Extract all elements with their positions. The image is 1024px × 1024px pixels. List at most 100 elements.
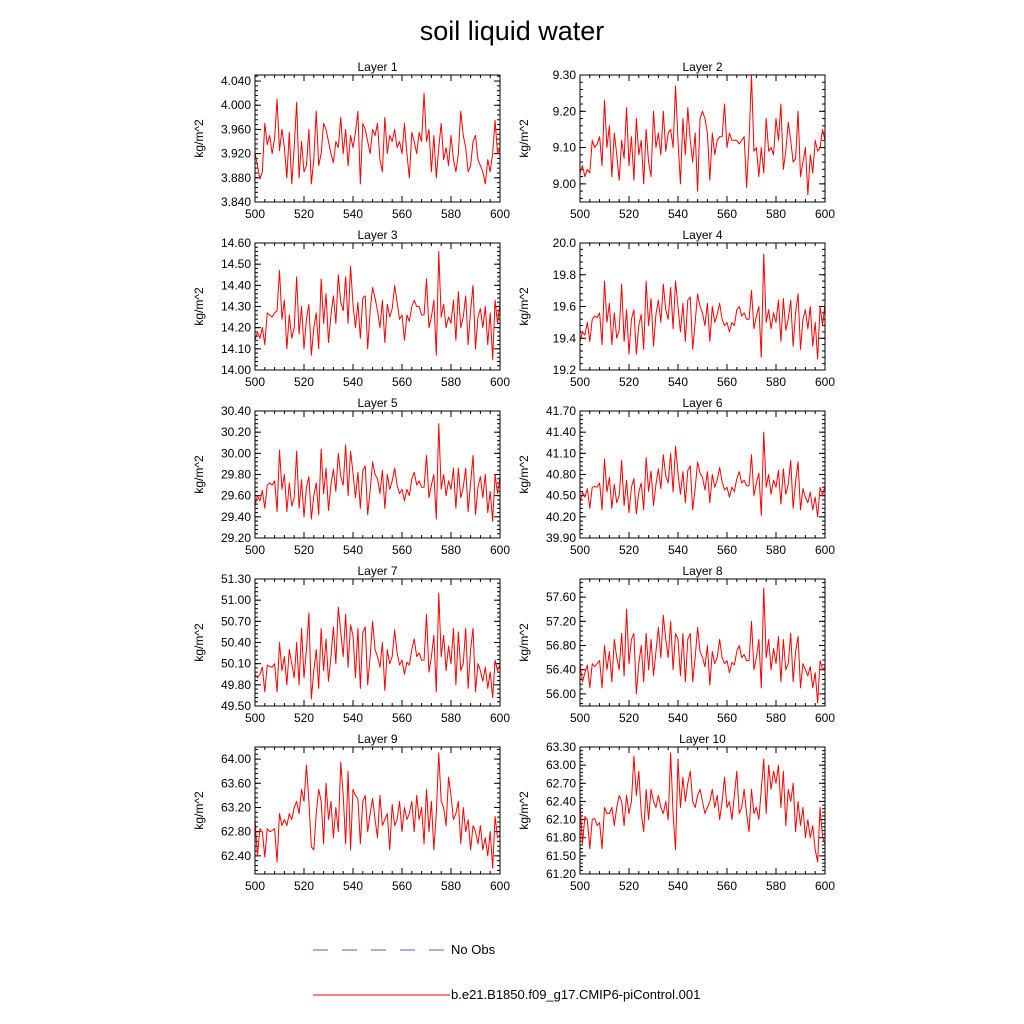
layer-3-x-tick-label: 520 [294, 375, 314, 389]
layer-5-plot-frame [254, 410, 501, 539]
layer-6-x-tick-label: 540 [668, 543, 688, 557]
layer-5-ylabel: kg/m^2 [192, 455, 206, 494]
layer-8-x-tick-label: 600 [815, 711, 835, 725]
layer-4-x-tick-label: 540 [668, 375, 688, 389]
layer-1-y-tick-label: 3.840 [221, 195, 251, 209]
layer-8-x-tick-label: 500 [570, 711, 590, 725]
layer-7-panel: Layer 7 kg/m^2 500 520 540 560 580 600 49.50 49.8… [192, 564, 510, 725]
layer-5-x-tick-label: 600 [490, 543, 510, 557]
layer-5-y-tick-label: 29.40 [221, 510, 251, 524]
layer-2-x-tick-label: 540 [668, 207, 688, 221]
layer-1-x-tick-label: 520 [294, 207, 314, 221]
layer-1-series-line [254, 92, 501, 185]
layer-4-x-tick-label: 560 [717, 375, 737, 389]
layer-2-ylabel: kg/m^2 [517, 119, 531, 158]
layer-4-y-tick-label: 20.0 [553, 236, 577, 250]
layer-10-plot-frame [579, 746, 826, 875]
layer-6-plot-frame [579, 410, 826, 539]
layer-10-ylabel: kg/m^2 [517, 791, 531, 830]
layer-10-y-tick-label: 63.00 [546, 758, 576, 772]
layer-6-y-tick-label: 40.80 [546, 468, 576, 482]
layer-8-title: Layer 8 [682, 564, 722, 578]
layer-10-x-tick-label: 560 [717, 879, 737, 893]
layer-2-panel: Layer 2 kg/m^2 500 520 540 560 580 600 9.00 9.10 9… [517, 60, 835, 221]
layer-8-y-tick-label: 57.60 [546, 590, 576, 604]
layer-10-y-tick-label: 61.80 [546, 831, 576, 845]
layer-9-x-tick-label: 520 [294, 879, 314, 893]
layer-5-series-line [254, 423, 501, 522]
layer-10-x-tick-label: 580 [766, 879, 786, 893]
layer-7-y-tick-label: 51.30 [221, 572, 251, 586]
layer-7-y-tick-label: 50.70 [221, 614, 251, 628]
layer-3-panel: Layer 3 kg/m^2 500 520 540 560 580 600 14.00 14.1… [192, 228, 510, 389]
layer-7-title: Layer 7 [357, 564, 397, 578]
layer-1-x-tick-label: 580 [441, 207, 461, 221]
layer-5-x-tick-label: 540 [343, 543, 363, 557]
layer-10-y-tick-label: 61.20 [546, 867, 576, 881]
layer-2-x-tick-label: 520 [619, 207, 639, 221]
layer-7-y-tick-label: 51.00 [221, 593, 251, 607]
layer-7-y-tick-label: 50.10 [221, 657, 251, 671]
layer-1-y-tick-label: 3.960 [221, 122, 251, 136]
layer-5-y-tick-label: 30.00 [221, 446, 251, 460]
layer-4-y-tick-label: 19.8 [553, 268, 577, 282]
layer-3-x-tick-label: 600 [490, 375, 510, 389]
layer-3-y-tick-label: 14.30 [221, 300, 251, 314]
layer-9-y-tick-label: 63.20 [221, 800, 251, 814]
layer-3-y-tick-label: 14.40 [221, 278, 251, 292]
layer-8-panel: Layer 8 kg/m^2 500 520 540 560 580 600 56.00 56.4… [517, 564, 835, 725]
layer-3-plot-frame [254, 242, 501, 371]
layer-7-series-line [254, 592, 501, 700]
layer-4-y-tick-label: 19.4 [553, 331, 577, 345]
layer-10-y-tick-label: 62.40 [546, 794, 576, 808]
layer-3-series-line [254, 250, 501, 360]
layer-2-x-tick-label: 580 [766, 207, 786, 221]
layer-6-y-tick-label: 41.10 [546, 446, 576, 460]
layer-10-title: Layer 10 [679, 732, 726, 746]
layer-5-panel: Layer 5 kg/m^2 500 520 540 560 580 600 29.20 29.4… [192, 396, 510, 557]
layer-5-x-tick-label: 520 [294, 543, 314, 557]
layer-4-title: Layer 4 [682, 228, 722, 242]
layer-2-y-tick-label: 9.20 [553, 104, 577, 118]
layer-6-x-tick-label: 520 [619, 543, 639, 557]
layer-9-x-tick-label: 560 [392, 879, 412, 893]
layer-6-y-tick-label: 39.90 [546, 531, 576, 545]
layer-1-x-tick-label: 500 [245, 207, 265, 221]
layer-2-title: Layer 2 [682, 60, 722, 74]
layer-1-panel: Layer 1 kg/m^2 500 520 540 560 580 600 3.840 3.88… [192, 60, 510, 221]
layer-3-y-tick-label: 14.60 [221, 236, 251, 250]
layer-7-y-tick-label: 49.50 [221, 699, 251, 713]
layer-5-x-tick-label: 500 [245, 543, 265, 557]
legend-label-model: b.e21.B1850.f09_g17.CMIP6-piControl.001 [451, 987, 700, 1002]
layer-8-plot-frame [579, 578, 826, 707]
layer-5-x-tick-label: 580 [441, 543, 461, 557]
layer-4-series-line [579, 253, 826, 360]
layer-6-y-tick-label: 41.40 [546, 425, 576, 439]
layer-7-x-tick-label: 560 [392, 711, 412, 725]
layer-1-ylabel: kg/m^2 [192, 119, 206, 158]
layer-3-y-tick-label: 14.00 [221, 363, 251, 377]
layer-7-x-tick-label: 540 [343, 711, 363, 725]
layer-4-x-tick-label: 600 [815, 375, 835, 389]
layer-5-y-tick-label: 30.40 [221, 404, 251, 418]
layer-5-y-tick-label: 29.60 [221, 489, 251, 503]
layer-8-x-tick-label: 540 [668, 711, 688, 725]
layer-9-panel: Layer 9 kg/m^2 500 520 540 560 580 600 62.40 62.8… [192, 732, 510, 893]
layer-3-x-tick-label: 540 [343, 375, 363, 389]
layer-9-y-tick-label: 62.40 [221, 849, 251, 863]
layer-6-panel: Layer 6 kg/m^2 500 520 540 560 580 600 39.90 40.2… [517, 396, 835, 557]
layer-2-y-tick-label: 9.30 [553, 68, 577, 82]
layer-10-x-tick-label: 540 [668, 879, 688, 893]
layer-6-x-tick-label: 580 [766, 543, 786, 557]
layer-8-y-tick-label: 56.80 [546, 639, 576, 653]
layer-3-x-tick-label: 560 [392, 375, 412, 389]
layer-9-y-tick-label: 62.80 [221, 825, 251, 839]
layer-2-plot-frame [579, 74, 826, 203]
layer-1-y-tick-label: 4.000 [221, 98, 251, 112]
layer-2-y-tick-label: 9.00 [553, 177, 577, 191]
legend-label-no-obs: No Obs [451, 942, 496, 957]
layer-10-y-tick-label: 62.10 [546, 813, 576, 827]
layer-4-y-tick-label: 19.6 [553, 300, 577, 314]
layer-10-y-tick-label: 63.30 [546, 740, 576, 754]
